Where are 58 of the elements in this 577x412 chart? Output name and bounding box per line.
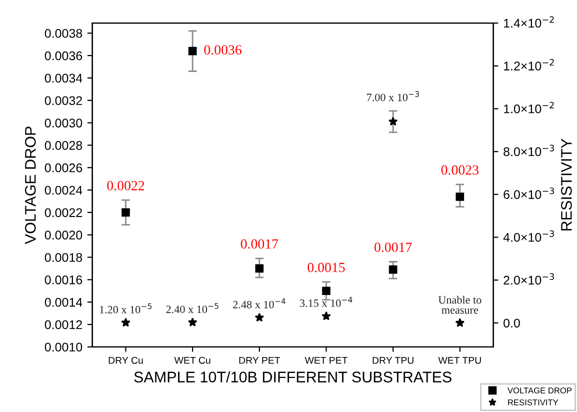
y2-tick-label: 1.4×10$^{−2}$ [504,16,554,28]
y2-tick-label: 4.0×10$^{−3}$ [503,230,554,242]
y-tick-label: 0.0020 [44,230,82,240]
y-tick-label: 0.0024 [44,186,82,195]
y-tick-label: 0.0012 [44,320,82,330]
x-tick-label: DRY PET [239,356,280,364]
point [388,265,398,274]
data-label: 3.15 x 10$^{−4}$ [300,296,352,307]
x-tick-label: WET TPU [438,356,481,364]
y-tick-label: 0.0026 [44,163,82,172]
point [254,312,264,322]
x-axis-title: SAMPLE 10T/10B DIFFERENT SUBSTRATES [134,371,452,382]
point [255,264,264,273]
data-label: 0.0015 [308,262,345,272]
point [188,46,197,56]
y-tick-label: 0.0038 [44,28,82,38]
data-label: 2.48 x 10$^{−4}$ [233,298,286,308]
y-tick-label: 0.0032 [44,96,82,106]
legend-label: RESISTIVITY [508,399,558,406]
y-tick-label: 0.0030 [44,118,82,128]
y-tick-label: 0.0018 [44,253,82,262]
point [322,286,330,296]
point [122,208,130,217]
y-tick-label: 0.0022 [44,208,82,218]
data-label: 1.20 x 10$^{−5}$ [100,303,152,314]
y2-tick-label: 0.0 [504,318,520,328]
annotation: 7.00 x 10$^{−3}$ [367,91,419,102]
y2-tick-label: 6.0×10$^{−3}$ [504,188,554,199]
point [121,318,130,327]
y-tick-label: 0.0036 [44,51,82,60]
data-label: 0.0036 [204,45,242,55]
data-label: Unable to measure [438,296,482,314]
x-tick-label: DRY TPU [372,356,414,364]
y-tick-label: 0.0016 [44,275,82,284]
x-tick-label: DRY Cu [108,356,143,364]
data-label: 0.0022 [107,180,144,190]
point [456,192,464,201]
y2-tick-label: 8.0×10$^{−3}$ [504,144,554,156]
legend-label: VOLTAGE DROP [508,388,572,394]
y-tick-label: 0.0010 [44,342,82,352]
point [455,318,465,327]
data-label: 0.0017 [240,239,278,249]
y-tick-label: 0.0028 [44,141,82,150]
y2-tick-label: 1.0×10$^{−2}$ [504,102,554,114]
y2-tick-label: 1.2×10$^{−2}$ [504,59,554,70]
data-label: 0.0023 [441,165,478,175]
data-label: 2.40 x 10$^{−5}$ [166,303,218,314]
point [322,311,331,320]
y2-axis-title: RESISTIVITY [561,138,572,230]
x-tick-label: WET Cu [174,356,210,364]
point [388,116,398,126]
y-tick-label: 0.0014 [44,298,82,307]
y2-tick-label: 2.0×10$^{−3}$ [504,273,554,285]
x-tick-label: WET PET [304,356,348,364]
y-tick-label: 0.0034 [44,74,82,83]
point [188,318,198,326]
data-label: 0.0017 [374,242,412,252]
y-axis-title: VOLTAGE DROP [24,126,36,244]
